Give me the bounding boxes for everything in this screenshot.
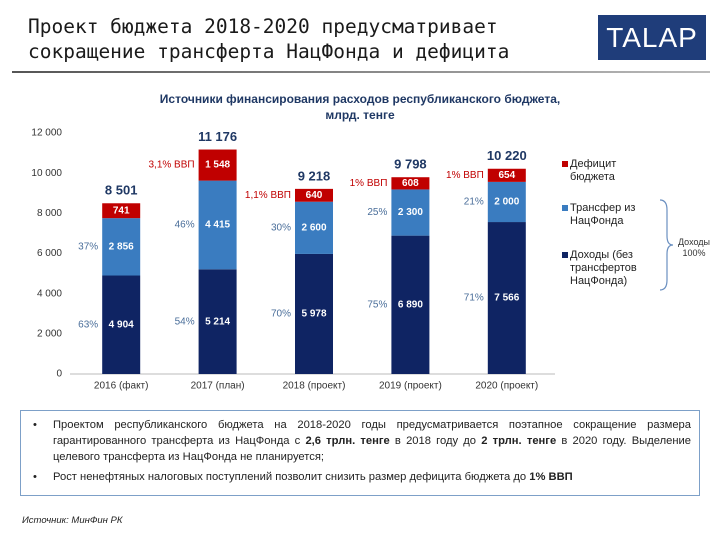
bar-segment — [391, 189, 430, 236]
legend-label: Доходы (без трансфертов НацФонда) — [570, 249, 637, 287]
value-label: 1 548 — [205, 160, 230, 171]
title-line: сокращение трансферта НацФонда и дефицит… — [28, 40, 510, 63]
bar-segment — [487, 222, 526, 374]
notes-box: Проектом республиканского бюджета на 201… — [20, 410, 700, 496]
value-label: 2 856 — [109, 241, 134, 252]
bar-segment — [295, 253, 333, 374]
value-label: 2 000 — [494, 197, 519, 208]
value-label: 2 300 — [398, 207, 423, 218]
bullet: Рост ненефтяных налоговых поступлений по… — [29, 469, 691, 485]
bar-segment — [198, 269, 237, 374]
share-label: 46% — [175, 220, 195, 231]
value-label: 6 890 — [398, 299, 423, 310]
bar-segment — [198, 180, 237, 270]
x-tick-label: 2017 (план) — [191, 381, 245, 392]
total-label: 11 176 — [198, 129, 237, 144]
total-label: 10 220 — [487, 148, 527, 163]
brace-label: Доходы 100% — [677, 237, 711, 258]
bar-segment — [487, 181, 526, 223]
title-line: Проект бюджета 2018-2020 предусматривает — [28, 15, 498, 38]
y-tick-label: 12 000 — [31, 128, 62, 139]
source: Источник: МинФин РК — [22, 515, 123, 526]
share-label: 3,1% ВВП — [148, 160, 194, 171]
chart: Источники финансирования расходов респуб… — [31, 92, 674, 392]
total-label: 8 501 — [105, 183, 138, 198]
total-label: 9 218 — [298, 168, 331, 183]
x-tick-label: 2016 (факт) — [94, 380, 149, 392]
share-label: 1,1% ВВП — [245, 190, 291, 201]
legend-swatch — [562, 161, 568, 167]
bar-segment — [102, 218, 141, 276]
value-label: 654 — [498, 170, 515, 181]
value-label: 640 — [306, 190, 323, 201]
y-tick-label: 0 — [56, 369, 62, 380]
bullet-text: в 2018 году до — [389, 435, 482, 447]
chart-title: млрд. тенге — [325, 108, 395, 122]
bullet-emphasis: 2 трлн. тенге — [481, 435, 557, 447]
value-label: 741 — [113, 205, 130, 216]
bar-segment — [102, 203, 141, 219]
share-label: 25% — [367, 207, 387, 218]
bullet-text: в 2020 году. Выделение целевого трансфер… — [53, 435, 691, 463]
share-label: 75% — [367, 299, 387, 310]
legend-swatch — [562, 205, 568, 211]
bar-segment — [198, 149, 237, 181]
legend-label: Дефицит бюджета — [570, 158, 617, 183]
share-label: 21% — [464, 197, 484, 208]
share-label: 1% ВВП — [350, 178, 388, 189]
value-label: 2 600 — [301, 222, 326, 233]
separator — [12, 71, 710, 73]
bullet: Проектом республиканского бюджета на 201… — [29, 417, 691, 465]
value-label: 608 — [402, 178, 419, 189]
bar-segment — [391, 235, 430, 374]
bullet-text: Рост ненефтяных налоговых поступлений по… — [53, 471, 530, 483]
bar-segment — [487, 168, 526, 182]
value-label: 5 214 — [205, 316, 230, 327]
bar-segment — [102, 275, 141, 374]
y-tick-label: 6 000 — [37, 248, 62, 259]
share-label: 1% ВВП — [446, 170, 484, 181]
legend-label: Трансфер из НацФонда — [570, 202, 636, 227]
x-tick-label: 2018 (проект) — [283, 381, 346, 392]
brace — [659, 199, 674, 291]
value-label: 7 566 — [494, 293, 519, 304]
value-label: 5 978 — [301, 309, 326, 320]
bar-segment — [295, 188, 333, 202]
share-label: 71% — [464, 293, 484, 304]
total-label: 9 798 — [394, 157, 427, 172]
legend-swatch — [562, 252, 568, 258]
value-label: 4 904 — [109, 319, 134, 330]
share-label: 70% — [271, 309, 291, 320]
y-tick-label: 2 000 — [37, 328, 62, 339]
x-tick-label: 2019 (проект) — [379, 381, 442, 392]
legend-item: Дефицит бюджета — [562, 158, 660, 184]
bullet-emphasis: 1% ВВП — [529, 471, 573, 483]
bar-segment — [391, 177, 430, 190]
share-label: 37% — [78, 241, 98, 252]
y-tick-label: 10 000 — [31, 168, 62, 179]
y-tick-label: 4 000 — [37, 288, 62, 299]
value-label: 4 415 — [205, 220, 230, 231]
bar-segment — [295, 201, 333, 254]
share-label: 54% — [175, 316, 195, 327]
share-label: 30% — [271, 222, 291, 233]
chart-title: Источники финансирования расходов респуб… — [160, 92, 560, 106]
bullet-emphasis: 2,6 трлн. тенге — [305, 435, 390, 447]
share-label: 63% — [78, 319, 98, 330]
x-tick-label: 2020 (проект) — [475, 381, 538, 392]
legend-item: Трансфер из НацФонда — [562, 202, 660, 228]
logo: TALAP — [598, 15, 706, 60]
legend-item: Доходы (без трансфертов НацФонда) — [562, 249, 660, 288]
y-tick-label: 8 000 — [37, 208, 62, 219]
bullet-text: Проектом республиканского бюджета на 201… — [53, 419, 691, 447]
slide-title: Проект бюджета 2018-2020 предусматривает… — [28, 14, 509, 64]
